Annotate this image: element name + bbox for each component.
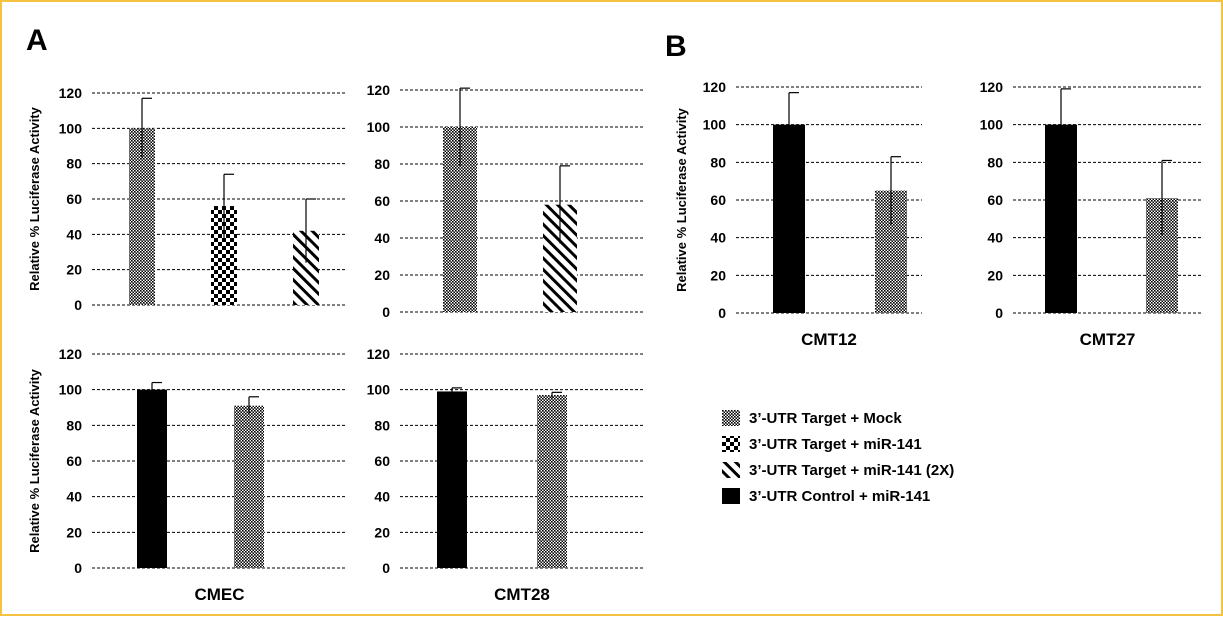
y-tick-label: 120 xyxy=(980,79,1004,95)
y-tick-label: 20 xyxy=(66,524,82,540)
x-axis-label: CMT27 xyxy=(1080,330,1136,349)
y-tick-label: 20 xyxy=(374,524,390,540)
bar xyxy=(537,395,567,568)
y-tick-label: 40 xyxy=(374,230,390,246)
y-tick-label: 60 xyxy=(374,193,390,209)
chart-5: 0 20 40 60 80 100 120 Relative % Luciferase Act… xyxy=(674,79,922,349)
y-tick-label: 0 xyxy=(995,305,1003,321)
y-tick-label: 40 xyxy=(66,489,82,505)
y-tick-label: 120 xyxy=(367,82,391,98)
bar xyxy=(234,405,264,568)
y-tick-label: 0 xyxy=(382,560,390,576)
legend-label: 3’-UTR Target + miR-141 xyxy=(749,436,922,453)
y-tick-label: 0 xyxy=(74,297,82,313)
y-tick-label: 40 xyxy=(66,226,82,242)
y-tick-label: 120 xyxy=(367,346,391,362)
y-axis-label: Relative % Luciferase Activity xyxy=(27,106,42,291)
y-tick-label: 80 xyxy=(710,154,726,170)
y-tick-label: 60 xyxy=(66,191,82,207)
legend-swatch xyxy=(722,462,740,478)
y-tick-label: 80 xyxy=(987,154,1003,170)
y-tick-label: 100 xyxy=(59,120,83,136)
y-tick-label: 100 xyxy=(980,117,1004,133)
y-tick-label: 120 xyxy=(59,85,83,101)
y-tick-label: 60 xyxy=(374,453,390,469)
y-tick-label: 0 xyxy=(382,304,390,320)
chart-2: 0 20 40 60 80 100 120 xyxy=(367,82,644,320)
y-axis-label: Relative % Luciferase Activity xyxy=(674,107,689,292)
y-tick-label: 80 xyxy=(66,156,82,172)
legend: 3’-UTR Target + Mock 3’-UTR Target + miR-… xyxy=(722,410,954,505)
y-tick-label: 100 xyxy=(367,382,391,398)
y-tick-label: 120 xyxy=(59,346,83,362)
legend-swatch xyxy=(722,410,740,426)
y-tick-label: 0 xyxy=(74,560,82,576)
x-axis-label: CMT12 xyxy=(801,330,857,349)
y-tick-label: 120 xyxy=(703,79,727,95)
x-axis-label: CMEC xyxy=(194,585,244,604)
y-tick-label: 20 xyxy=(710,267,726,283)
y-tick-label: 60 xyxy=(987,192,1003,208)
y-axis-label: Relative % Luciferase Activity xyxy=(27,368,42,553)
y-tick-label: 20 xyxy=(66,262,82,278)
x-axis-label: CMT28 xyxy=(494,585,550,604)
bar xyxy=(437,391,467,568)
y-tick-label: 20 xyxy=(987,267,1003,283)
y-tick-label: 40 xyxy=(374,489,390,505)
y-tick-label: 80 xyxy=(374,156,390,172)
legend-label: 3’-UTR Control + miR-141 xyxy=(749,488,930,505)
y-tick-label: 80 xyxy=(374,417,390,433)
chart-6: 0 20 40 60 80 100 120 CMT27 xyxy=(980,79,1202,349)
legend-label: 3’-UTR Target + Mock xyxy=(749,410,902,427)
chart-4: 0 20 40 60 80 100 120 CMT28 xyxy=(367,346,644,604)
panel-label-b: B xyxy=(665,30,687,63)
chart-1: 0 20 40 60 80 100 120 Relative % Luciferase Act… xyxy=(27,85,347,313)
y-tick-label: 0 xyxy=(718,305,726,321)
charts-group: 0 20 40 60 80 100 120 Relative % Luciferase Act… xyxy=(27,79,1202,604)
legend-label: 3’-UTR Target + miR-141 (2X) xyxy=(749,462,954,479)
y-tick-label: 40 xyxy=(987,230,1003,246)
bar xyxy=(137,389,167,568)
chart-3: 0 20 40 60 80 100 120 Relative % Luciferase Act… xyxy=(27,346,347,604)
panel-label-a: A xyxy=(26,24,48,57)
y-tick-label: 40 xyxy=(710,230,726,246)
y-tick-label: 60 xyxy=(66,453,82,469)
y-tick-label: 20 xyxy=(374,267,390,283)
y-tick-label: 60 xyxy=(710,192,726,208)
legend-swatch xyxy=(722,436,740,452)
y-tick-label: 100 xyxy=(703,117,727,133)
y-tick-label: 100 xyxy=(367,119,391,135)
y-tick-label: 80 xyxy=(66,417,82,433)
legend-swatch xyxy=(722,488,740,504)
y-tick-label: 100 xyxy=(59,382,83,398)
